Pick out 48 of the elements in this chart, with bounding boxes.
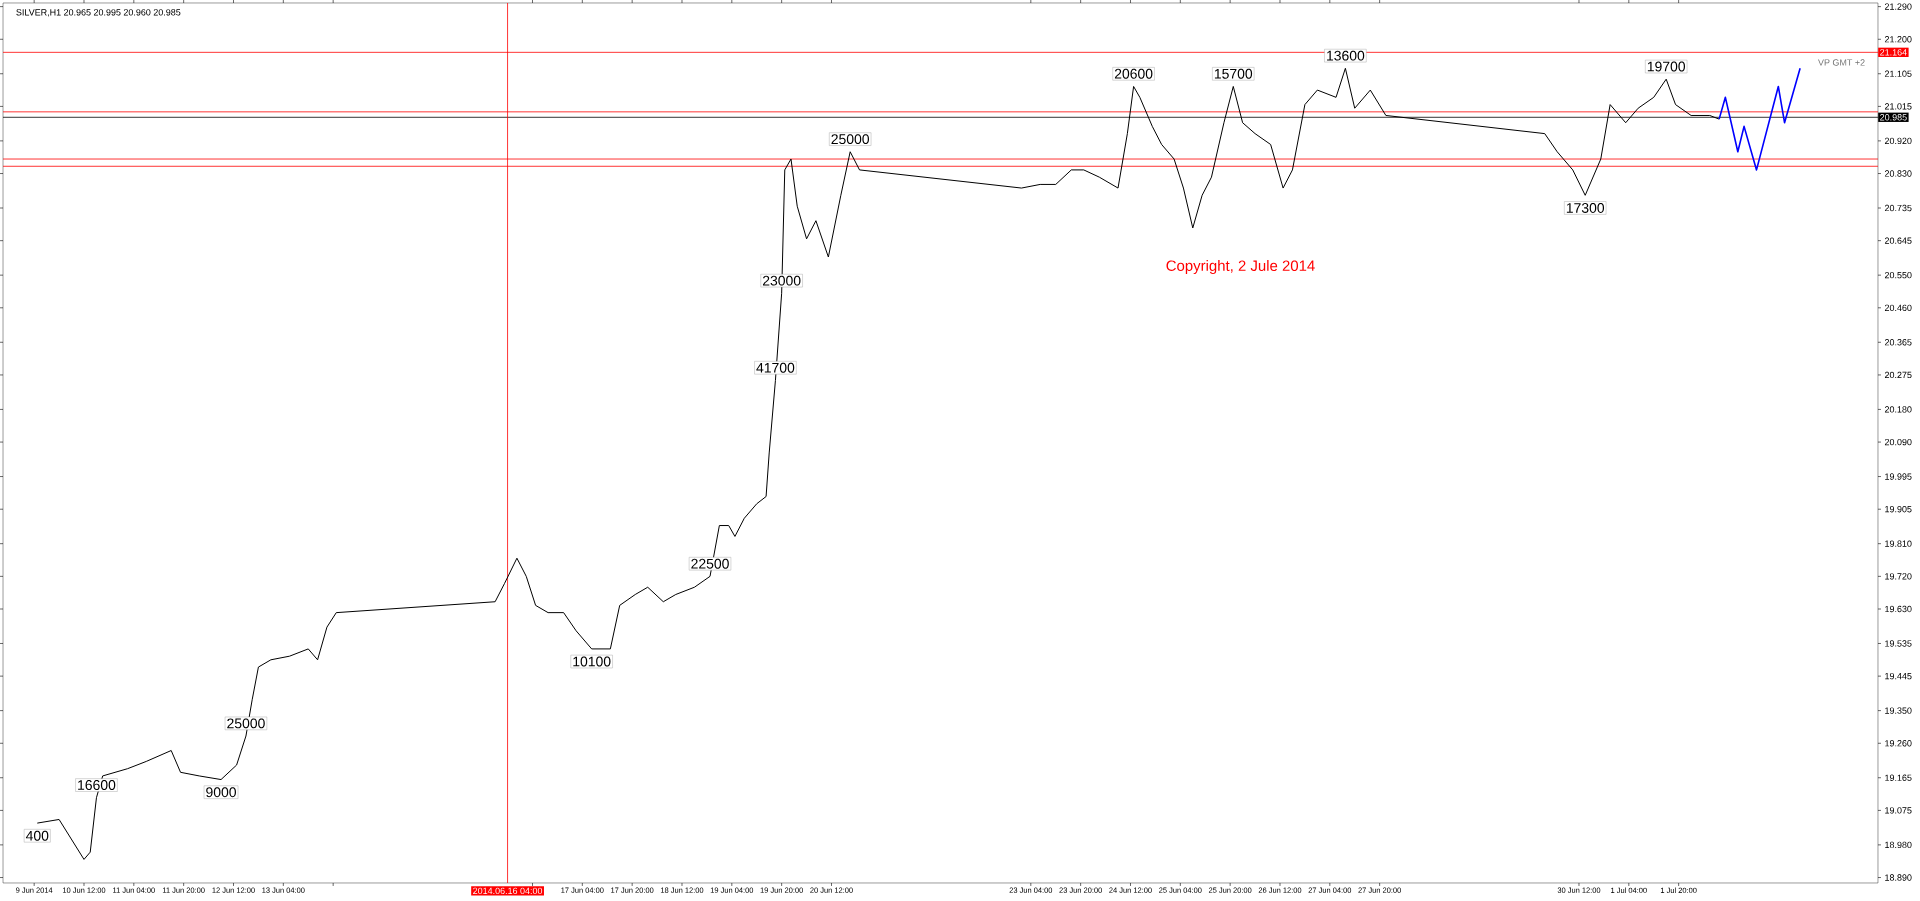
annotation: 25000 — [831, 134, 870, 145]
annotation: 20600 — [1114, 68, 1153, 79]
y-tick-label: 20.920 — [1884, 137, 1912, 145]
annotation: 10100 — [573, 656, 611, 667]
y-tick-label: 20.830 — [1884, 170, 1912, 177]
y-tick-label: 20.275 — [1884, 371, 1912, 379]
y-tick-label: 19.630 — [1885, 605, 1912, 613]
y-tick-label: 18.890 — [1885, 874, 1912, 881]
annotation: 400 — [25, 830, 49, 841]
text: SILVER,H1 20.965 20.995 20.960 20.985 — [16, 9, 181, 17]
y-tick-label: 19.075 — [1885, 807, 1912, 814]
y-tick-label: 21.105 — [1884, 70, 1912, 77]
annotation: 25000 — [227, 718, 265, 729]
y-tick-label: 21.200 — [1884, 36, 1912, 43]
y-tick-label: 19.350 — [1885, 707, 1912, 714]
annotation: 15700 — [1214, 68, 1253, 79]
annotation: 19700 — [1647, 61, 1686, 72]
y-tick-label: 19.720 — [1885, 573, 1912, 580]
y-tick-label: 20.735 — [1884, 204, 1912, 212]
y-tick-label: 19.445 — [1885, 672, 1912, 680]
y-tick-label: 20.180 — [1884, 406, 1912, 413]
y-tick-label: 19.535 — [1885, 640, 1912, 647]
annotation: 9000 — [206, 787, 236, 798]
annotation: 41700 — [756, 362, 795, 373]
annotation: VP GMT +2 — [1818, 59, 1865, 66]
y-tick-label: 20.090 — [1884, 438, 1912, 446]
ref-line-label: 20.985 — [1880, 114, 1907, 121]
annotation: Copyright, 2 Jule 2014 — [1166, 260, 1315, 274]
annotation: 17300 — [1566, 203, 1605, 213]
annotation: 22500 — [691, 558, 729, 569]
y-tick-label: 20.550 — [1884, 271, 1912, 279]
ref-line-label: 21.164 — [1880, 49, 1907, 56]
annotation: 23000 — [762, 275, 801, 286]
y-tick-label: 19.260 — [1885, 740, 1912, 747]
y-tick-label: 20.645 — [1884, 237, 1912, 244]
y-tick-label: 19.905 — [1885, 506, 1912, 513]
y-tick-label: 21.015 — [1884, 103, 1912, 110]
y-tick-label: 18.980 — [1885, 841, 1912, 849]
annotation: 13600 — [1327, 50, 1365, 61]
y-tick-label: 19.810 — [1885, 540, 1912, 547]
y-tick-label: 20.365 — [1884, 339, 1912, 346]
annotation: 16600 — [78, 780, 116, 791]
line-series — [1718, 67, 1801, 171]
ref-line-label: 2014.06.16 04:00 — [473, 887, 543, 895]
y-tick-label: 20.460 — [1884, 304, 1912, 311]
y-tick-label: 19.995 — [1885, 473, 1912, 480]
y-tick-label: 19.165 — [1885, 774, 1912, 781]
y-tick-label: 21.290 — [1884, 3, 1912, 10]
